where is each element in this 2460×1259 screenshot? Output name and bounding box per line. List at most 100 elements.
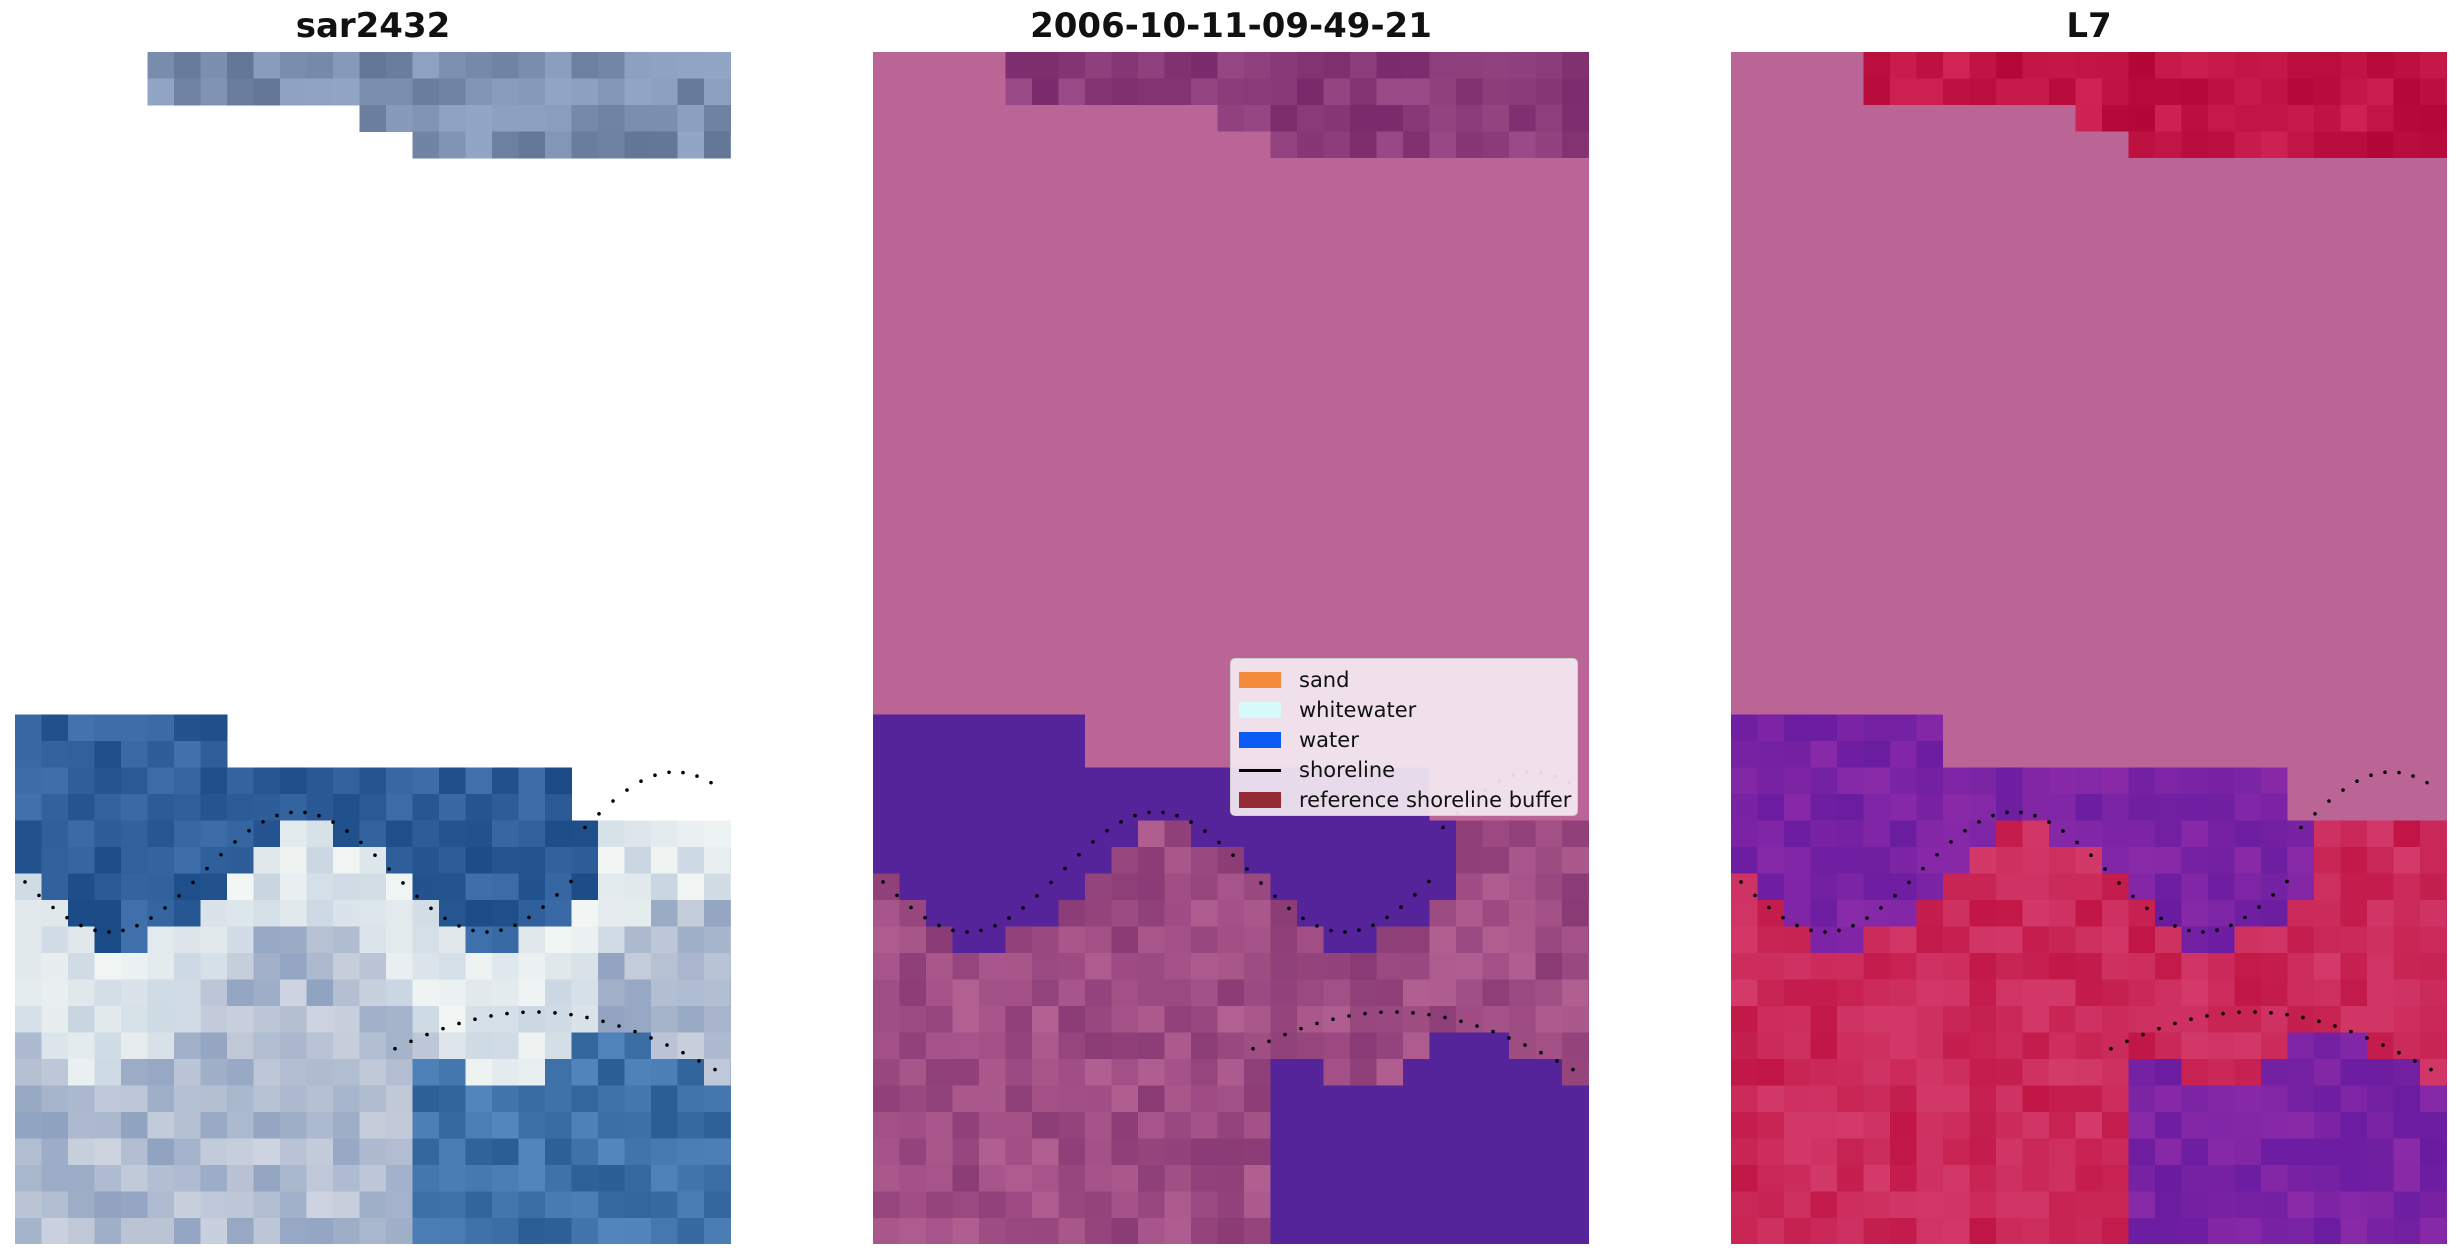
pixel-cell bbox=[2075, 714, 2103, 742]
pixel-cell bbox=[2340, 608, 2368, 636]
pixel-cell bbox=[1784, 105, 1811, 132]
pixel-cell bbox=[1535, 1085, 1563, 1113]
pixel-cell bbox=[2208, 1085, 2235, 1113]
legend: sand whitewater water shoreline referenc… bbox=[1230, 658, 1578, 816]
pixel-cell bbox=[1191, 582, 1218, 609]
pixel-cell bbox=[1784, 820, 1811, 848]
pixel-cell bbox=[1731, 158, 1758, 185]
pixel-cell bbox=[2261, 714, 2288, 742]
pixel-cell bbox=[1297, 52, 1324, 79]
pixel-cell bbox=[121, 847, 148, 874]
pixel-cell bbox=[651, 1191, 678, 1219]
pixel-cell bbox=[2128, 529, 2156, 556]
pixel-cell bbox=[1111, 476, 1139, 503]
pixel-cell bbox=[1588, 502, 1589, 530]
pixel-cell bbox=[2287, 52, 2315, 79]
pixel-cell bbox=[1916, 529, 1944, 556]
pixel-cell bbox=[952, 502, 980, 530]
pixel-cell bbox=[1863, 979, 1891, 1007]
pixel-cell bbox=[1784, 502, 1811, 530]
pixel-cell bbox=[2049, 1218, 2076, 1244]
pixel-cell bbox=[2022, 158, 2050, 185]
pixel-cell bbox=[41, 1218, 69, 1244]
pixel-cell bbox=[2393, 396, 2421, 424]
pixel-cell bbox=[979, 502, 1006, 530]
pixel-cell bbox=[1535, 820, 1563, 848]
pixel-cell bbox=[1429, 1191, 1457, 1219]
pixel-cell bbox=[1429, 502, 1457, 530]
pixel-cell bbox=[873, 343, 900, 371]
pixel-cell bbox=[1138, 184, 1165, 212]
pixel-cell bbox=[952, 105, 980, 132]
shoreline-point bbox=[2341, 788, 2345, 792]
pixel-cell bbox=[2155, 714, 2182, 742]
pixel-cell bbox=[1164, 979, 1192, 1007]
pixel-cell bbox=[1509, 370, 1536, 397]
pixel-cell bbox=[2367, 1165, 2394, 1192]
pixel-cell bbox=[730, 52, 731, 79]
pixel-cell bbox=[1270, 476, 1298, 503]
pixel-cell bbox=[1429, 1085, 1457, 1113]
pixel-cell bbox=[677, 1138, 705, 1166]
pixel-cell bbox=[1058, 688, 1086, 715]
pixel-cell bbox=[2367, 873, 2394, 901]
pixel-cell bbox=[1863, 1006, 1891, 1033]
pixel-cell bbox=[1588, 714, 1589, 742]
pixel-cell bbox=[1244, 476, 1271, 503]
pixel-cell bbox=[1376, 1112, 1404, 1139]
pixel-cell bbox=[2314, 555, 2341, 583]
pixel-cell bbox=[2049, 661, 2076, 689]
pixel-cell bbox=[518, 1165, 546, 1192]
pixel-cell bbox=[1562, 105, 1589, 132]
pixel-cell bbox=[1969, 873, 1997, 901]
pixel-cell bbox=[15, 794, 42, 821]
pixel-cell bbox=[1996, 78, 2023, 106]
pixel-cell bbox=[1111, 158, 1139, 185]
pixel-cell bbox=[926, 741, 953, 768]
pixel-cell bbox=[2340, 1138, 2368, 1166]
pixel-cell bbox=[979, 105, 1006, 132]
pixel-cell bbox=[412, 1059, 440, 1086]
pixel-cell bbox=[624, 847, 652, 874]
pixel-cell bbox=[94, 1032, 122, 1060]
pixel-cell bbox=[1297, 317, 1324, 344]
pixel-cell bbox=[2102, 158, 2129, 185]
shoreline-point bbox=[1315, 1021, 1319, 1026]
pixel-cell bbox=[2075, 370, 2103, 397]
pixel-cell bbox=[2420, 714, 2447, 742]
pixel-cell bbox=[545, 900, 572, 927]
pixel-cell bbox=[624, 131, 652, 159]
pixel-cell bbox=[2420, 979, 2447, 1007]
pixel-cell bbox=[1916, 1138, 1944, 1166]
pixel-cell bbox=[1244, 423, 1271, 450]
pixel-cell bbox=[1943, 555, 1970, 583]
pixel-cell bbox=[1058, 741, 1086, 768]
pixel-cell bbox=[2128, 900, 2156, 927]
pixel-cell bbox=[2420, 529, 2447, 556]
pixel-cell bbox=[1138, 1112, 1165, 1139]
pixel-cell bbox=[2128, 264, 2156, 291]
pixel-cell bbox=[1943, 979, 1970, 1007]
shoreline-point bbox=[261, 819, 265, 824]
pixel-cell bbox=[15, 1059, 42, 1086]
pixel-cell bbox=[1456, 184, 1483, 212]
pixel-cell bbox=[1810, 953, 1838, 980]
pixel-cell bbox=[1890, 1059, 1917, 1086]
pixel-cell bbox=[1323, 847, 1351, 874]
pixel-cell bbox=[899, 1006, 927, 1033]
pixel-cell bbox=[2181, 608, 2209, 636]
pixel-cell bbox=[2420, 317, 2447, 344]
pixel-cell bbox=[1943, 1112, 1970, 1139]
pixel-cell bbox=[147, 794, 175, 821]
pixel-cell bbox=[2340, 449, 2368, 477]
pixel-cell bbox=[359, 1059, 387, 1086]
pixel-cell bbox=[1562, 264, 1589, 291]
pixel-cell bbox=[200, 741, 228, 768]
shoreline-point bbox=[909, 905, 913, 910]
pixel-cell bbox=[1297, 847, 1324, 874]
pixel-cell bbox=[2420, 1059, 2447, 1086]
pixel-cell bbox=[1863, 158, 1891, 185]
pixel-cell bbox=[873, 476, 900, 503]
pixel-cell bbox=[2287, 900, 2315, 927]
pixel-cell bbox=[2287, 502, 2315, 530]
